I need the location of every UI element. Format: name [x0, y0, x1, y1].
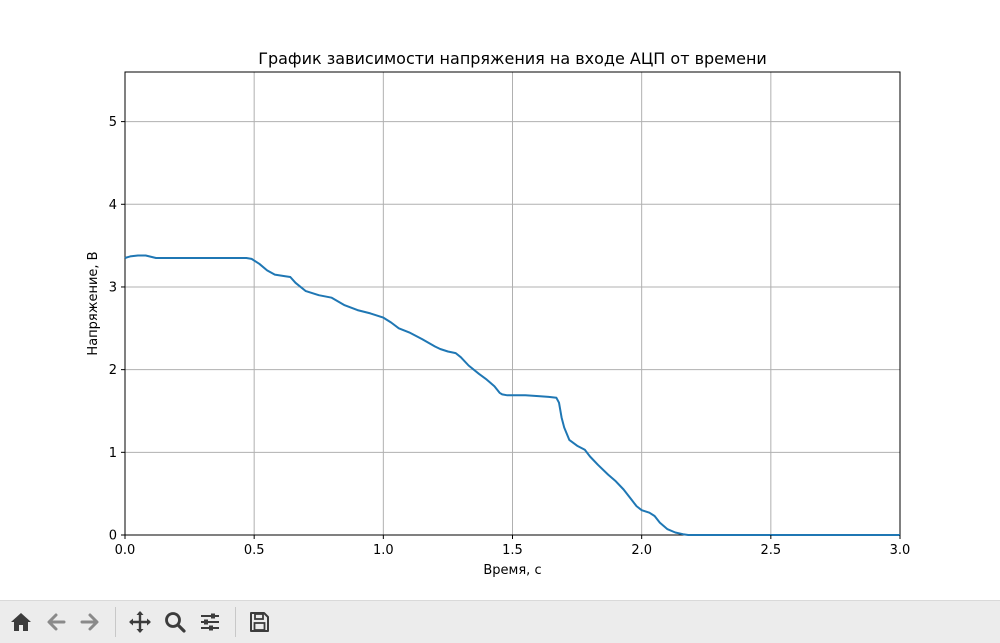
home-icon	[11, 613, 31, 631]
x-tick-label: 2.0	[631, 543, 652, 558]
pan-button[interactable]	[125, 607, 155, 637]
x-tick-label: 1.5	[502, 543, 523, 558]
x-tick-label: 0.5	[244, 543, 265, 558]
back-arrow-icon	[47, 613, 66, 631]
x-tick-label: 1.0	[373, 543, 394, 558]
configure-subplots-button[interactable]	[195, 607, 225, 637]
back-button[interactable]	[41, 607, 71, 637]
toolbar-separator	[235, 607, 236, 637]
x-ticks: 0.0 0.5 1.0 1.5 2.0 2.5 3.0	[115, 535, 911, 558]
forward-button[interactable]	[75, 607, 105, 637]
x-tick-label: 0.0	[115, 543, 136, 558]
y-tick-label: 3	[109, 280, 117, 295]
save-button[interactable]	[244, 607, 274, 637]
save-icon	[250, 612, 269, 632]
x-axis-label: Время, с	[483, 563, 541, 578]
chart-title: График зависимости напряжения на входе А…	[258, 49, 767, 68]
y-tick-label: 4	[109, 198, 117, 213]
y-tick-label: 5	[109, 115, 117, 130]
x-tick-label: 3.0	[890, 543, 911, 558]
y-tick-label: 1	[109, 446, 117, 461]
y-ticks: 0 1 2 3 4 5	[109, 115, 125, 544]
figure: 0.0 0.5 1.0 1.5 2.0 2.5 3.0 0 1 2 3 4 5 График зави…	[86, 49, 911, 578]
forward-arrow-icon	[80, 613, 99, 631]
grid	[124, 72, 901, 536]
toolbar	[0, 600, 1000, 643]
x-tick-label: 2.5	[760, 543, 781, 558]
home-button[interactable]	[6, 607, 36, 637]
y-tick-label: 0	[109, 529, 117, 544]
zoom-button[interactable]	[160, 607, 190, 637]
pan-icon	[129, 611, 151, 633]
y-tick-label: 2	[109, 363, 117, 378]
zoom-icon	[165, 612, 186, 633]
series-line	[124, 254, 900, 536]
configure-subplots-icon	[201, 613, 219, 631]
toolbar-separator	[115, 607, 116, 637]
y-axis-label: Напряжение, В	[86, 251, 101, 355]
